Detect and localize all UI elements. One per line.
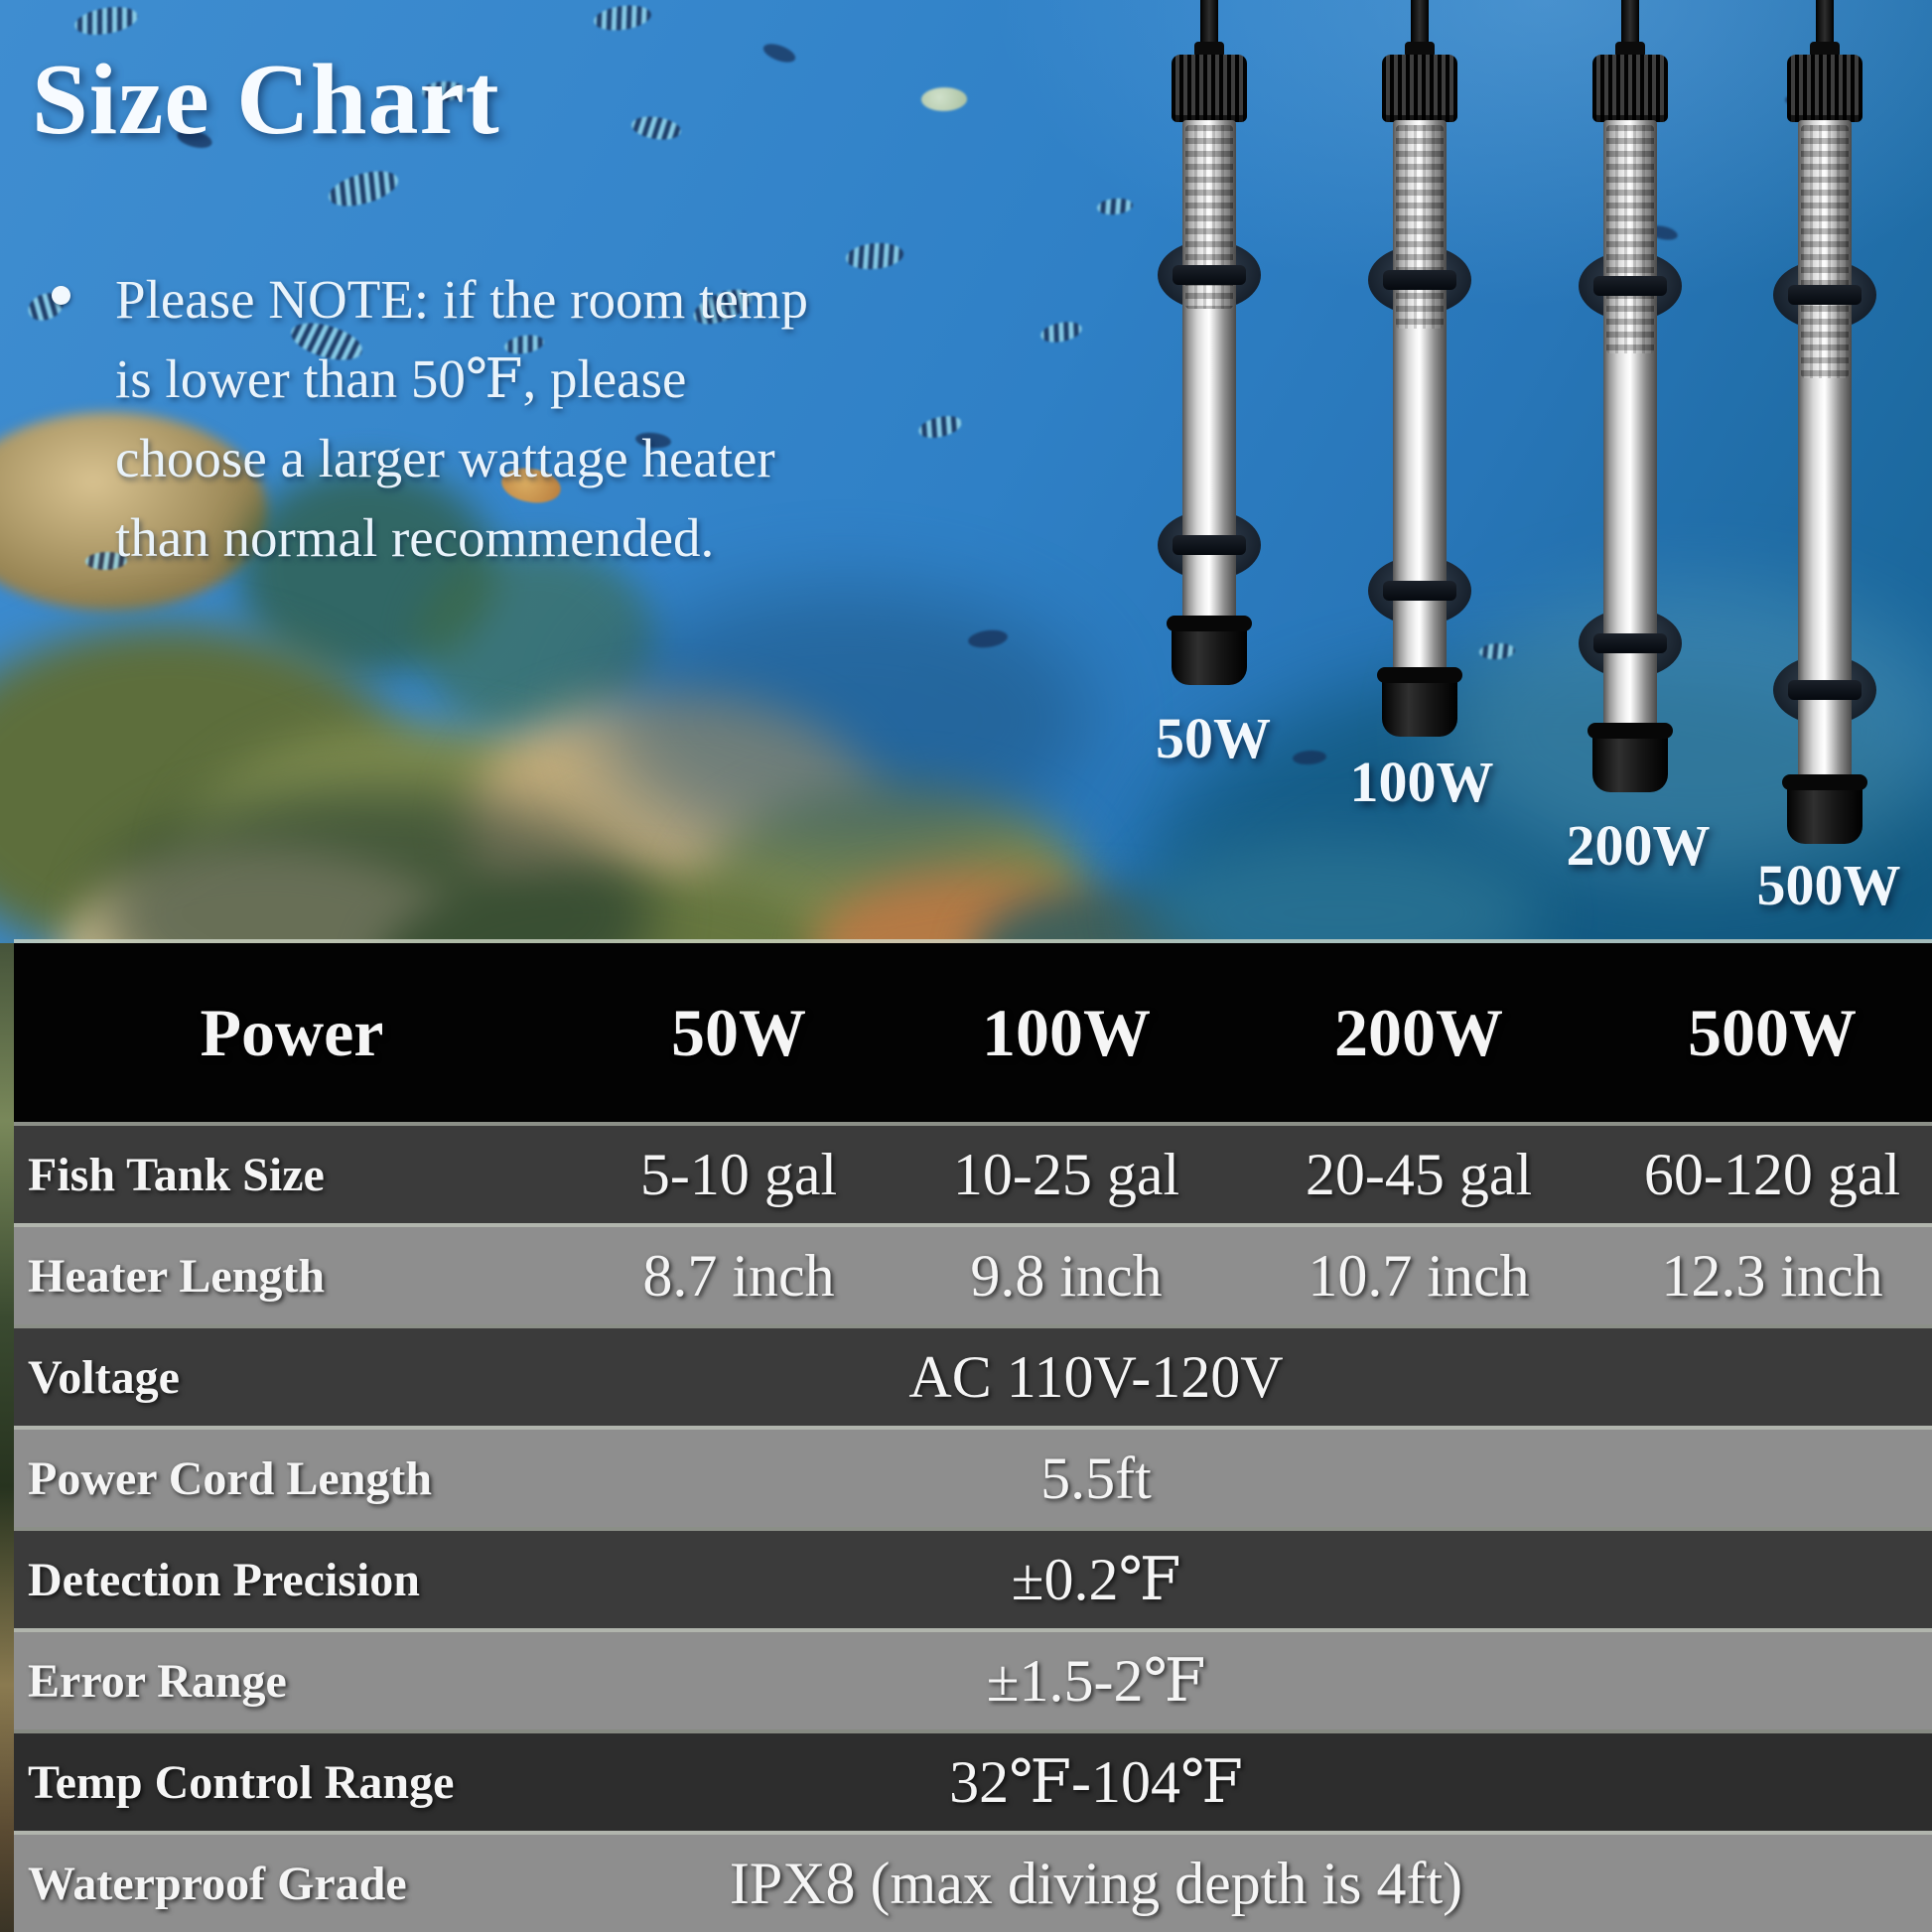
fish-icon [844,239,905,273]
power-cord [1411,0,1429,44]
fish-icon [71,1,141,41]
row-value: ±0.2℉ [1011,1547,1181,1612]
heater-top-cap [1592,55,1668,122]
table-row-detection-precision: Detection Precision ±0.2℉ [14,1527,1932,1628]
row-value: ±1.5-2℉ [986,1648,1206,1714]
heater-top-cap [1787,55,1863,122]
row-label: Error Range [28,1654,287,1708]
power-cord [1621,0,1639,44]
reef-edge-strip [0,943,14,1932]
row-label: Power Cord Length [28,1451,433,1505]
cord-strain-relief [1810,42,1840,58]
row-value: 10-25 gal [952,1141,1180,1207]
table-row-temp-control-range: Temp Control Range 32℉-104℉ [14,1729,1932,1831]
heater-wattage-label-50w: 50W [1156,706,1271,770]
row-value: AC 110V-120V [908,1343,1284,1410]
table-header-500w: 500W [1688,994,1857,1070]
fish-icon [325,163,402,214]
heater-bottom-cap [1167,616,1252,685]
heater-bottom-cap [1587,723,1673,792]
row-label: Voltage [28,1350,180,1404]
row-value: 5-10 gal [639,1141,838,1207]
note-block: Please NOTE: if the room temp is lower t… [50,260,808,578]
row-value: 10.7 inch [1308,1242,1530,1309]
suction-cup-clip [1593,633,1667,653]
table-header-50w: 50W [671,994,806,1070]
cord-strain-relief [1194,42,1224,58]
spec-table: Power 50W 100W 200W 500W Fish Tank Size … [14,939,1932,1932]
power-cord [1200,0,1218,44]
fish-icon [920,85,968,113]
heater-image-200w [1556,0,1705,792]
row-value: 12.3 inch [1661,1242,1883,1309]
row-label: Heater Length [28,1249,326,1303]
fish-icon [629,114,683,142]
heater-wattage-label-200w: 200W [1566,813,1711,878]
water-shadow [596,586,1092,854]
table-header-row: Power 50W 100W 200W 500W [14,943,1932,1122]
cord-strain-relief [1615,42,1645,58]
row-value: 5.5ft [1040,1445,1152,1511]
heater-image-500w [1750,0,1899,844]
suction-cup-clip [1383,581,1456,601]
row-value: 8.7 inch [642,1242,835,1309]
row-value: 60-120 gal [1643,1141,1901,1207]
row-value: IPX8 (max diving depth is 4ft) [729,1850,1463,1916]
suction-cup-clip [1593,276,1667,296]
heater-image-50w [1135,0,1284,685]
suction-cup-clip [1788,680,1862,700]
row-label: Waterproof Grade [28,1857,407,1910]
suction-cup-clip [1173,265,1246,285]
heater-image-100w [1345,0,1494,737]
heater-top-cap [1382,55,1457,122]
row-value: 20-45 gal [1305,1141,1533,1207]
table-header-100w: 100W [982,994,1151,1070]
fish-icon [760,41,798,66]
suction-cup-clip [1383,270,1456,290]
note-line: than normal recommended. [115,507,715,568]
fish-icon [592,1,653,35]
suction-cup-clip [1173,535,1246,555]
fish-icon [916,411,964,443]
note-text: Please NOTE: if the room temp is lower t… [115,260,808,578]
heating-element [1396,125,1444,329]
heater-top-cap [1172,55,1247,122]
power-cord [1816,0,1834,44]
row-value: 32℉-104℉ [949,1749,1243,1815]
note-line: Please NOTE: if the room temp [115,269,809,330]
heater-bottom-cap [1782,774,1867,844]
bullet-icon [52,286,70,305]
note-line: choose a larger wattage heater [115,428,775,488]
row-value: 9.8 inch [970,1242,1163,1309]
table-row-fish-tank-size: Fish Tank Size 5-10 gal 10-25 gal 20-45 … [14,1122,1932,1223]
row-label: Temp Control Range [28,1755,455,1809]
table-row-power-cord-length: Power Cord Length 5.5ft [14,1426,1932,1527]
table-row-voltage: Voltage AC 110V-120V [14,1324,1932,1426]
heater-tube [1798,120,1852,788]
table-header-200w: 200W [1334,994,1503,1070]
fish-icon [1096,196,1134,217]
table-row-heater-length: Heater Length 8.7 inch 9.8 inch 10.7 inc… [14,1223,1932,1324]
cord-strain-relief [1405,42,1435,58]
suction-cup-clip [1788,285,1862,305]
coral-plate [0,412,268,611]
heater-wattage-label-100w: 100W [1349,750,1494,814]
row-label: Detection Precision [28,1553,420,1606]
table-row-waterproof-grade: Waterproof Grade IPX8 (max diving depth … [14,1831,1932,1932]
heater-wattage-label-500w: 500W [1756,853,1901,917]
heating-element [1606,125,1654,353]
fish-icon [1038,318,1084,346]
heating-element [1801,125,1849,378]
table-header-power: Power [200,994,384,1070]
row-label: Fish Tank Size [28,1148,325,1201]
note-line: is lower than 50℉, please [115,348,687,409]
table-row-error-range: Error Range ±1.5-2℉ [14,1628,1932,1729]
heater-bottom-cap [1377,667,1462,737]
page-title: Size Chart [32,44,500,156]
